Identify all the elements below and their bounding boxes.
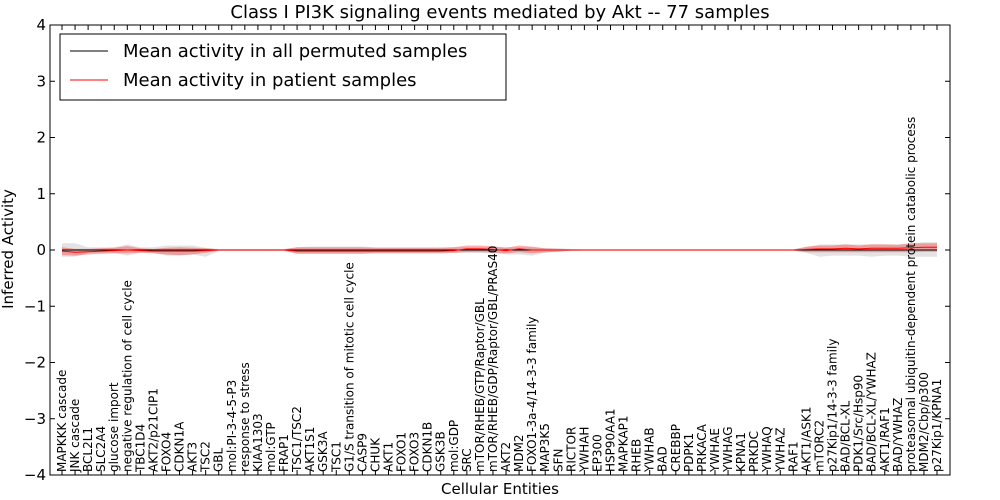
x-tick-label: BAD/BCL-XL xyxy=(839,400,853,472)
x-tick-label: p27Kip1/14-3-3 family xyxy=(826,339,840,472)
x-tick-label: mTOR/RHEB/GDP/Raptor/GBL/PRAS40 xyxy=(486,246,500,472)
legend-label-patient: Mean activity in patient samples xyxy=(123,70,417,91)
x-axis-ticks: MAPKKK cascade JNK cascade BCL2L1 SLC2A4 glu… xyxy=(55,25,944,475)
x-tick-label: KIAA1303 xyxy=(251,413,265,472)
plot-area xyxy=(61,242,937,257)
x-tick-label: MAPKKK cascade xyxy=(55,370,69,472)
x-tick-label: response to stress xyxy=(238,362,252,472)
x-tick-label: glucose import xyxy=(107,382,121,472)
x-tick-label: GSK3B xyxy=(434,431,448,472)
x-tick-label: KPNA1 xyxy=(734,432,748,472)
plot-frame xyxy=(49,24,951,476)
y-tick-label: −2 xyxy=(24,354,46,372)
x-tick-label: PDPK1 xyxy=(682,433,696,472)
y-axis-ticks: −4 −3 −2 −1 0 1 2 3 4 xyxy=(24,16,950,484)
x-tick-label: MAP3K5 xyxy=(538,423,552,472)
x-tick-label: BCL2L1 xyxy=(81,427,95,472)
x-tick-label: FOXO1 xyxy=(395,432,409,472)
x-tick-label: p27Kip1/KPNA1 xyxy=(930,379,944,472)
y-tick-label: −4 xyxy=(24,466,46,484)
x-tick-label: HSP90AA1 xyxy=(604,408,618,472)
legend-label-permuted: Mean activity in all permuted samples xyxy=(123,41,467,62)
x-tick-label: SFN xyxy=(551,449,565,473)
x-tick-label: AKT1/RAF1 xyxy=(878,407,892,472)
y-tick-label: −3 xyxy=(24,410,46,428)
x-tick-label: GBL xyxy=(212,447,226,472)
x-tick-label: RHEB xyxy=(630,439,644,472)
y-tick-label: 1 xyxy=(36,185,46,203)
x-tick-label: mol:GDP xyxy=(447,420,461,472)
y-tick-label: −1 xyxy=(24,297,46,315)
x-axis-label: Cellular Entities xyxy=(441,480,559,498)
x-tick-label: YWHAH xyxy=(577,427,591,473)
x-tick-label: BAD/BCL-XL/YWHAZ xyxy=(865,352,879,472)
x-tick-label: EP300 xyxy=(590,434,604,472)
x-tick-label: mTORC2 xyxy=(813,420,827,472)
x-tick-label: mTOR/RHEB/GTP/Raptor/GBL xyxy=(473,298,487,472)
x-tick-label: CREBBP xyxy=(669,424,683,472)
chart-title: Class I PI3K signaling events mediated b… xyxy=(230,2,769,23)
x-tick-label: AKT2/p21CIP1 xyxy=(146,388,160,472)
x-tick-label: TSC1 xyxy=(329,441,343,473)
x-tick-label: AKT1/ASK1 xyxy=(799,407,813,472)
x-tick-label: PRKDC xyxy=(747,431,761,472)
legend-box xyxy=(59,33,507,101)
x-tick-label: TBC1D4 xyxy=(133,424,147,473)
x-tick-label: JNK cascade xyxy=(68,399,82,473)
x-tick-label: YWHAB xyxy=(643,427,657,473)
x-tick-label: CDKN1B xyxy=(421,422,435,472)
x-tick-label: CHUK xyxy=(368,437,382,472)
x-tick-label: RICTOR xyxy=(564,427,578,472)
x-tick-label: mol:GTP xyxy=(264,422,278,472)
x-tick-label: MAPKAP1 xyxy=(617,415,631,472)
y-tick-label: 2 xyxy=(36,129,46,147)
x-tick-label: negative regulation of cell cycle xyxy=(120,280,134,472)
x-tick-label: TSC1/TSC2 xyxy=(290,406,304,473)
patient-mean-line xyxy=(61,246,937,253)
x-tick-label: YWHAE xyxy=(708,428,722,473)
patient-band xyxy=(62,243,937,256)
x-tick-label: YWHAQ xyxy=(760,426,774,473)
y-tick-label: 4 xyxy=(36,16,46,34)
x-tick-label: AKT2 xyxy=(499,442,513,472)
x-tick-label: MDM2 xyxy=(512,434,526,472)
x-tick-label: YWHAZ xyxy=(773,427,787,473)
y-tick-label: 0 xyxy=(36,241,46,259)
x-tick-label: mol:PI-3-4-5-P3 xyxy=(225,380,239,472)
x-tick-label: GSK3A xyxy=(316,431,330,472)
x-tick-label: AKT1S1 xyxy=(303,427,317,472)
x-tick-label: FRAP1 xyxy=(277,434,291,472)
x-tick-label: PRKACA xyxy=(695,423,709,472)
x-tick-label: BAD/YWHAZ xyxy=(891,398,905,472)
x-tick-label: SLC2A4 xyxy=(94,426,108,472)
x-tick-label: proteasomal ubiquitin-dependent protein … xyxy=(904,117,918,472)
x-tick-label: SRC xyxy=(460,448,474,472)
x-tick-label: MDM2/Cbp/p300 xyxy=(917,372,931,472)
x-tick-label: G1/S transition of mitotic cell cycle xyxy=(342,262,356,472)
x-tick-label: FOXO1-3a-4/14-3-3 family xyxy=(525,316,539,472)
x-tick-label: CASP9 xyxy=(355,433,369,472)
x-tick-label: AKT1 xyxy=(382,442,396,472)
permuted-band xyxy=(62,242,937,257)
x-tick-label: TSC2 xyxy=(199,441,213,473)
x-tick-label: RAF1 xyxy=(786,441,800,472)
x-tick-label: FOXO4 xyxy=(160,432,174,472)
y-tick-label: 3 xyxy=(36,72,46,90)
legend: Mean activity in all permuted samples Me… xyxy=(59,33,507,101)
x-tick-label: BAD xyxy=(656,446,670,472)
x-tick-label: CDKN1A xyxy=(173,421,187,472)
x-tick-label: FOXO3 xyxy=(408,432,422,472)
x-tick-label: PDK1/Src/Hsp90 xyxy=(852,375,866,472)
x-tick-label: AKT3 xyxy=(186,442,200,472)
x-tick-label: YWHAG xyxy=(721,426,735,473)
y-axis-label: Inferred Activity xyxy=(0,189,17,309)
